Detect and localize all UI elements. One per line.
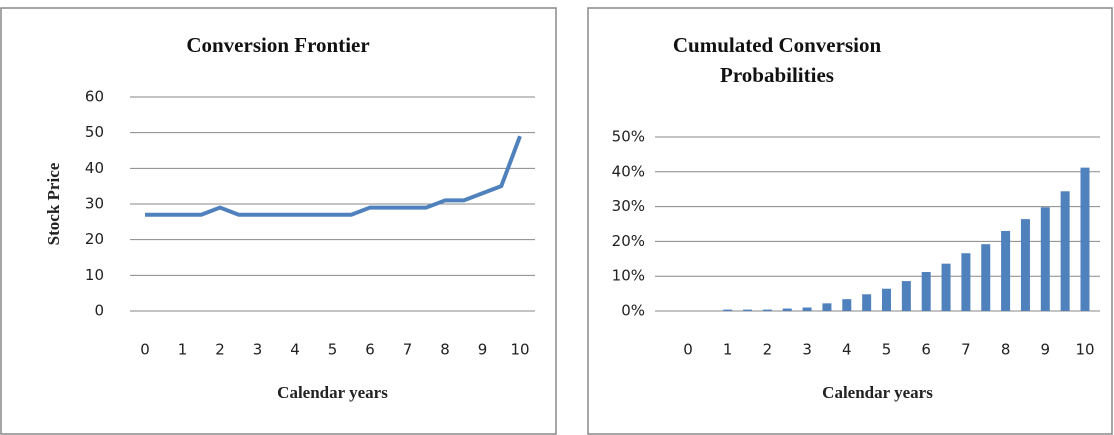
x-tick-label: 8 <box>440 341 450 359</box>
chart-title: Conversion Frontier <box>186 33 370 57</box>
x-tick-label: 4 <box>290 341 300 359</box>
bar <box>862 294 872 311</box>
bar <box>1001 230 1011 311</box>
y-tick-label: 50 <box>85 123 104 141</box>
chart-title: Cumulated Conversion Probabilities <box>672 33 882 87</box>
y-tick-label: 20 <box>85 230 104 248</box>
x-tick-label: 10 <box>510 341 529 359</box>
x-tick-label: 3 <box>253 341 263 359</box>
y-tick-label: 10 <box>85 266 104 284</box>
bar <box>822 303 832 311</box>
line <box>145 135 522 217</box>
y-tick-label: 30% <box>612 197 645 215</box>
bar <box>941 263 951 311</box>
y-axis-title: Stock Price <box>44 162 63 245</box>
x-tick-label: 5 <box>328 341 338 359</box>
panel-border <box>587 7 1113 435</box>
bar <box>1060 191 1070 311</box>
y-tick-label: 0 <box>94 302 104 320</box>
x-axis-title: Calendar years <box>277 383 388 402</box>
x-tick-label: 1 <box>178 341 188 359</box>
bar <box>782 308 792 311</box>
bar <box>723 309 733 311</box>
bar <box>762 309 772 311</box>
bar <box>981 244 991 311</box>
x-tick-label: 5 <box>882 341 892 359</box>
x-tick-label: 9 <box>1041 341 1051 359</box>
bar <box>842 299 852 311</box>
x-tick-label: 7 <box>961 341 971 359</box>
x-axis-title: Calendar years <box>822 383 933 402</box>
x-tick-label: 2 <box>763 341 773 359</box>
x-tick-label: 6 <box>365 341 375 359</box>
bar <box>921 272 931 311</box>
y-tick-label: 30 <box>85 195 104 213</box>
bar <box>961 253 971 311</box>
bar <box>1020 219 1030 311</box>
x-tick-label: 4 <box>842 341 852 359</box>
y-tick-label: 60 <box>85 88 104 106</box>
x-tick-label: 8 <box>1001 341 1011 359</box>
x-tick-label: 1 <box>723 341 733 359</box>
x-tick-label: 3 <box>802 341 812 359</box>
x-tick-label: 2 <box>215 341 225 359</box>
x-tick-label: 6 <box>921 341 931 359</box>
panel-border <box>0 7 557 435</box>
y-tick-label: 40 <box>85 159 104 177</box>
y-tick-label: 40% <box>612 162 645 180</box>
y-tick-label: 10% <box>612 267 645 285</box>
y-tick-label: 0% <box>621 302 645 320</box>
x-tick-label: 9 <box>478 341 488 359</box>
x-tick-label: 7 <box>403 341 413 359</box>
x-tick-label: 0 <box>683 341 693 359</box>
y-tick-label: 50% <box>612 128 645 146</box>
y-tick-label: 20% <box>612 232 645 250</box>
x-tick-label: 0 <box>140 341 150 359</box>
x-tick-label: 10 <box>1075 341 1094 359</box>
bar <box>882 288 891 311</box>
bar <box>1080 167 1090 311</box>
bar <box>743 309 753 311</box>
bar <box>901 281 911 311</box>
bar <box>802 307 812 311</box>
bar <box>1040 207 1050 311</box>
